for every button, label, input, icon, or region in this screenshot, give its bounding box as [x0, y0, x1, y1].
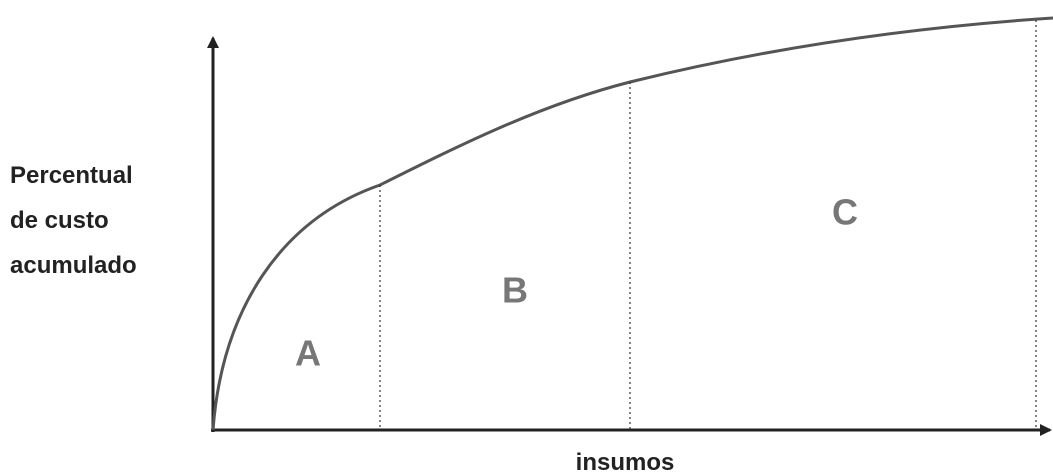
y-axis-label: Percentual — [10, 162, 133, 189]
region-label: C — [832, 192, 858, 233]
y-axis-label: acumulado — [10, 252, 137, 279]
region-label: A — [295, 333, 321, 374]
cumulative-curve — [211, 16, 1053, 431]
y-axis-label: de custo — [10, 207, 109, 234]
x-axis-label: insumos — [576, 449, 675, 475]
region-label: B — [502, 270, 528, 311]
